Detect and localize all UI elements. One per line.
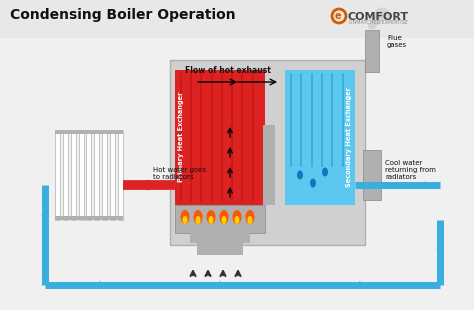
Ellipse shape <box>371 15 383 25</box>
Bar <box>263 125 275 205</box>
Bar <box>55 130 123 134</box>
Bar <box>94 130 100 220</box>
Text: e: e <box>335 11 341 21</box>
Bar <box>265 70 285 205</box>
Bar <box>197 243 243 255</box>
Bar <box>363 150 381 200</box>
Bar <box>79 130 83 220</box>
Bar <box>365 30 379 72</box>
Bar <box>285 167 355 205</box>
Ellipse shape <box>209 216 213 224</box>
Bar <box>110 130 115 220</box>
Ellipse shape <box>182 216 188 224</box>
Text: Cool water
returning from
radiators: Cool water returning from radiators <box>385 160 436 180</box>
Ellipse shape <box>233 210 241 224</box>
Ellipse shape <box>297 170 303 179</box>
Text: Flow of hot exhaust: Flow of hot exhaust <box>185 66 271 75</box>
Bar <box>71 130 76 220</box>
Bar <box>55 130 60 220</box>
Ellipse shape <box>310 179 316 188</box>
Ellipse shape <box>195 216 201 224</box>
Ellipse shape <box>221 216 227 224</box>
Ellipse shape <box>207 210 216 224</box>
Ellipse shape <box>322 167 328 176</box>
Bar <box>55 216 123 220</box>
Bar <box>102 130 107 220</box>
Text: Flue
gases: Flue gases <box>387 35 407 48</box>
Text: Secondary Heat Exchanger: Secondary Heat Exchanger <box>346 87 352 187</box>
Bar <box>118 130 123 220</box>
Bar <box>285 70 355 205</box>
Bar <box>175 205 265 233</box>
Ellipse shape <box>193 210 202 224</box>
Text: UNMATCHED EXPERTISE: UNMATCHED EXPERTISE <box>349 20 408 25</box>
Bar <box>0 0 474 38</box>
Text: Condensing Boiler Operation: Condensing Boiler Operation <box>10 8 236 22</box>
Text: COMFORT: COMFORT <box>348 12 409 22</box>
Text: Hot water goes
to radiators: Hot water goes to radiators <box>153 167 206 180</box>
Bar <box>63 130 68 220</box>
Ellipse shape <box>181 210 190 224</box>
Bar <box>170 60 365 245</box>
Bar <box>190 233 250 243</box>
Ellipse shape <box>219 210 228 224</box>
Ellipse shape <box>247 216 253 224</box>
Bar <box>175 70 265 205</box>
Ellipse shape <box>246 210 255 224</box>
Bar <box>86 130 91 220</box>
Text: Primary Heat Exchanger: Primary Heat Exchanger <box>178 92 184 182</box>
Ellipse shape <box>367 23 376 29</box>
Ellipse shape <box>374 7 390 20</box>
Ellipse shape <box>235 216 239 224</box>
